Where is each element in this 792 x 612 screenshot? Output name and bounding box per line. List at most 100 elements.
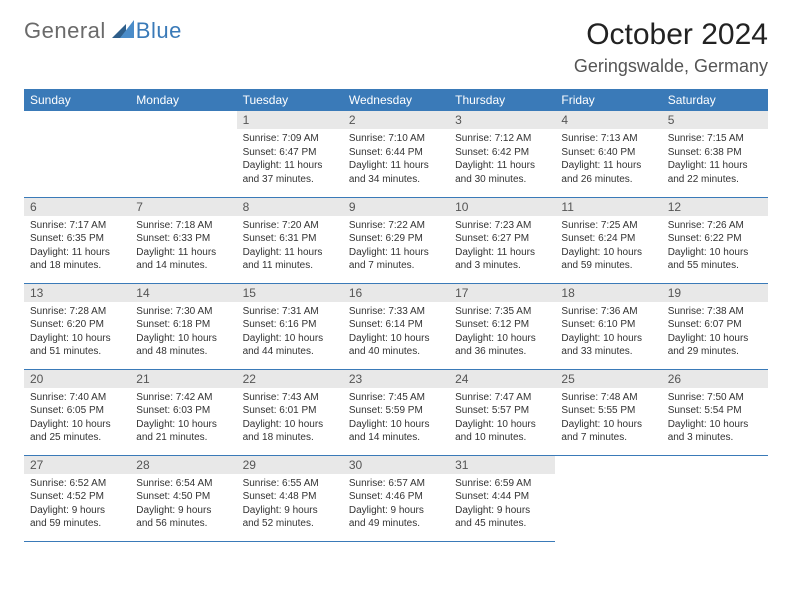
day-number: 27 — [24, 456, 130, 474]
day-number: 7 — [130, 198, 236, 216]
day-cell-2: 2Sunrise: 7:10 AMSunset: 6:44 PMDaylight… — [343, 111, 449, 197]
daylight-label: Daylight: — [561, 247, 600, 258]
sunrise-line: Sunrise: 7:23 AM — [455, 219, 549, 233]
sunrise-value: 6:57 AM — [388, 478, 425, 489]
calendar-body: 1Sunrise: 7:09 AMSunset: 6:47 PMDaylight… — [24, 111, 768, 541]
day-cell-31: 31Sunrise: 6:59 AMSunset: 4:44 PMDayligh… — [449, 455, 555, 541]
day-body: Sunrise: 7:09 AMSunset: 6:47 PMDaylight:… — [237, 129, 343, 190]
day-cell-28: 28Sunrise: 6:54 AMSunset: 4:50 PMDayligh… — [130, 455, 236, 541]
day-number: 6 — [24, 198, 130, 216]
sunrise-line: Sunrise: 7:36 AM — [561, 305, 655, 319]
sunrise-label: Sunrise: — [561, 133, 598, 144]
sunrise-label: Sunrise: — [30, 478, 67, 489]
sunset-label: Sunset: — [455, 147, 489, 158]
daylight-line: Daylight: 10 hours and 10 minutes. — [455, 418, 549, 445]
sunrise-line: Sunrise: 7:50 AM — [668, 391, 762, 405]
sunrise-label: Sunrise: — [349, 220, 386, 231]
day-body: Sunrise: 7:40 AMSunset: 6:05 PMDaylight:… — [24, 388, 130, 449]
sunrise-line: Sunrise: 7:31 AM — [243, 305, 337, 319]
sunrise-line: Sunrise: 7:18 AM — [136, 219, 230, 233]
sunset-line: Sunset: 6:44 PM — [349, 146, 443, 160]
daylight-label: Daylight: — [30, 419, 69, 430]
sunrise-value: 7:17 AM — [69, 220, 106, 231]
sunrise-label: Sunrise: — [561, 220, 598, 231]
sunrise-label: Sunrise: — [349, 306, 386, 317]
daylight-label: Daylight: — [349, 419, 388, 430]
day-body: Sunrise: 7:45 AMSunset: 5:59 PMDaylight:… — [343, 388, 449, 449]
day-number: 31 — [449, 456, 555, 474]
sunrise-label: Sunrise: — [243, 478, 280, 489]
sunrise-value: 7:42 AM — [176, 392, 213, 403]
day-number: 5 — [662, 111, 768, 129]
daylight-label: Daylight: — [668, 247, 707, 258]
sunset-label: Sunset: — [349, 319, 383, 330]
sunset-line: Sunset: 4:44 PM — [455, 490, 549, 504]
daylight-label: Daylight: — [136, 333, 175, 344]
sunset-label: Sunset: — [30, 319, 64, 330]
sunrise-value: 7:20 AM — [282, 220, 319, 231]
day-number: 25 — [555, 370, 661, 388]
sunset-value: 4:50 PM — [173, 491, 210, 502]
day-cell-14: 14Sunrise: 7:30 AMSunset: 6:18 PMDayligh… — [130, 283, 236, 369]
sunrise-value: 7:45 AM — [388, 392, 425, 403]
sunset-value: 6:29 PM — [386, 233, 423, 244]
day-body: Sunrise: 6:55 AMSunset: 4:48 PMDaylight:… — [237, 474, 343, 535]
empty-cell — [130, 111, 236, 197]
sunset-label: Sunset: — [561, 405, 595, 416]
day-body: Sunrise: 7:25 AMSunset: 6:24 PMDaylight:… — [555, 216, 661, 277]
daylight-line: Daylight: 10 hours and 14 minutes. — [349, 418, 443, 445]
sunrise-line: Sunrise: 7:35 AM — [455, 305, 549, 319]
daylight-label: Daylight: — [455, 247, 494, 258]
daylight-label: Daylight: — [349, 160, 388, 171]
daylight-label: Daylight: — [136, 505, 175, 516]
sunrise-line: Sunrise: 7:26 AM — [668, 219, 762, 233]
daylight-line: Daylight: 10 hours and 48 minutes. — [136, 332, 230, 359]
sunrise-label: Sunrise: — [455, 133, 492, 144]
sunset-label: Sunset: — [136, 405, 170, 416]
day-body: Sunrise: 7:23 AMSunset: 6:27 PMDaylight:… — [449, 216, 555, 277]
daylight-line: Daylight: 10 hours and 59 minutes. — [561, 246, 655, 273]
day-body: Sunrise: 7:10 AMSunset: 6:44 PMDaylight:… — [343, 129, 449, 190]
sunrise-label: Sunrise: — [349, 133, 386, 144]
sunrise-line: Sunrise: 7:20 AM — [243, 219, 337, 233]
day-header-sunday: Sunday — [24, 89, 130, 111]
sunset-label: Sunset: — [455, 491, 489, 502]
day-header-row: SundayMondayTuesdayWednesdayThursdayFrid… — [24, 89, 768, 111]
daylight-label: Daylight: — [668, 333, 707, 344]
daylight-label: Daylight: — [455, 419, 494, 430]
sunset-label: Sunset: — [30, 491, 64, 502]
sunrise-line: Sunrise: 6:52 AM — [30, 477, 124, 491]
day-number: 24 — [449, 370, 555, 388]
sunset-line: Sunset: 4:46 PM — [349, 490, 443, 504]
sunrise-value: 7:22 AM — [388, 220, 425, 231]
day-cell-3: 3Sunrise: 7:12 AMSunset: 6:42 PMDaylight… — [449, 111, 555, 197]
sunrise-label: Sunrise: — [455, 306, 492, 317]
sunrise-label: Sunrise: — [561, 392, 598, 403]
day-header-saturday: Saturday — [662, 89, 768, 111]
sunset-value: 6:01 PM — [279, 405, 316, 416]
sunrise-line: Sunrise: 6:57 AM — [349, 477, 443, 491]
day-body: Sunrise: 7:50 AMSunset: 5:54 PMDaylight:… — [662, 388, 768, 449]
sunset-label: Sunset: — [561, 319, 595, 330]
sunset-value: 6:05 PM — [67, 405, 104, 416]
daylight-line: Daylight: 9 hours and 56 minutes. — [136, 504, 230, 531]
sunset-line: Sunset: 6:03 PM — [136, 404, 230, 418]
daylight-line: Daylight: 10 hours and 25 minutes. — [30, 418, 124, 445]
day-cell-4: 4Sunrise: 7:13 AMSunset: 6:40 PMDaylight… — [555, 111, 661, 197]
day-number: 16 — [343, 284, 449, 302]
day-cell-12: 12Sunrise: 7:26 AMSunset: 6:22 PMDayligh… — [662, 197, 768, 283]
sunrise-line: Sunrise: 7:45 AM — [349, 391, 443, 405]
sunset-label: Sunset: — [668, 319, 702, 330]
daylight-label: Daylight: — [668, 160, 707, 171]
daylight-label: Daylight: — [243, 333, 282, 344]
sunset-label: Sunset: — [136, 233, 170, 244]
sunset-value: 6:27 PM — [492, 233, 529, 244]
sunset-label: Sunset: — [561, 233, 595, 244]
sunset-line: Sunset: 6:05 PM — [30, 404, 124, 418]
daylight-label: Daylight: — [561, 419, 600, 430]
logo-text-blue: Blue — [136, 18, 182, 44]
day-body: Sunrise: 7:26 AMSunset: 6:22 PMDaylight:… — [662, 216, 768, 277]
sunrise-label: Sunrise: — [668, 133, 705, 144]
day-number: 20 — [24, 370, 130, 388]
day-body: Sunrise: 7:47 AMSunset: 5:57 PMDaylight:… — [449, 388, 555, 449]
